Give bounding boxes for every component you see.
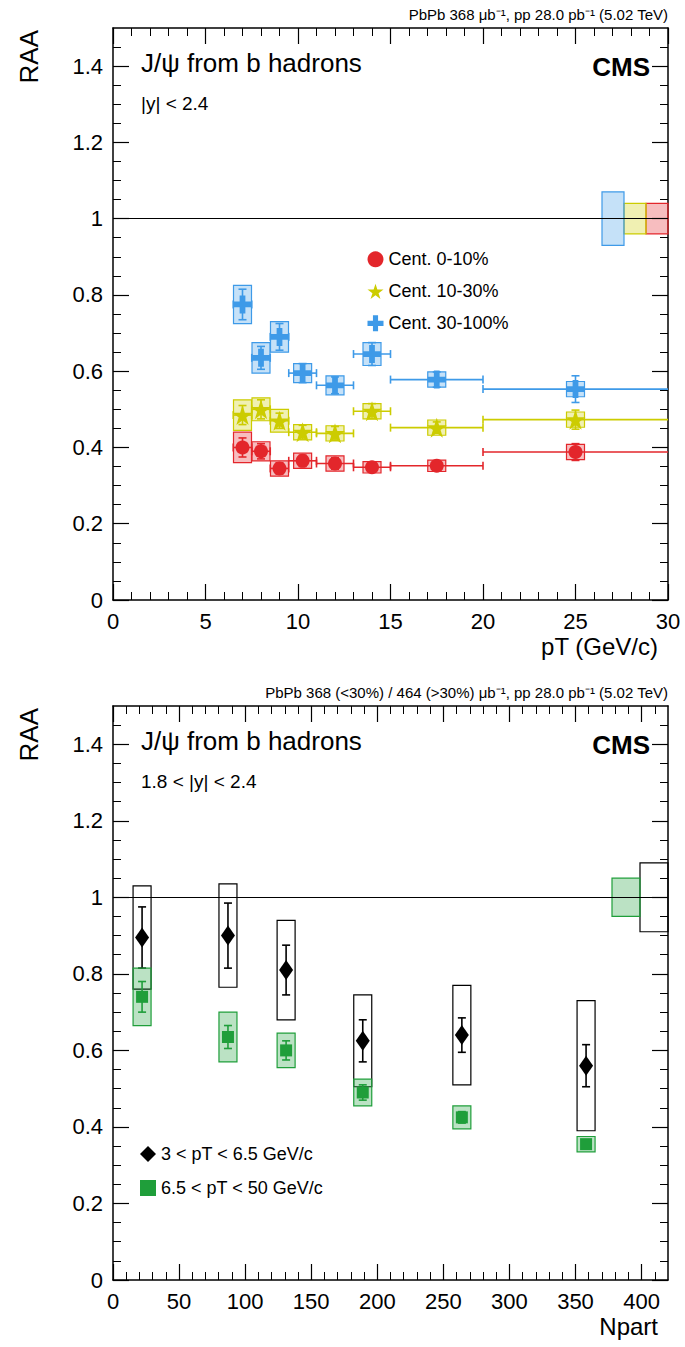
svg-text:150: 150 (293, 1289, 330, 1314)
svg-text:200: 200 (359, 1289, 396, 1314)
svg-text:1.2: 1.2 (72, 130, 103, 155)
svg-text:10: 10 (286, 609, 310, 634)
svg-text:0.6: 0.6 (72, 359, 103, 384)
svg-text:0.6: 0.6 (72, 1038, 103, 1063)
svg-text:1.4: 1.4 (72, 732, 103, 757)
svg-text:1: 1 (91, 206, 103, 231)
svg-text:0.8: 0.8 (72, 961, 103, 986)
svg-text:350: 350 (557, 1289, 594, 1314)
svg-text:0.2: 0.2 (72, 511, 103, 536)
svg-text:5: 5 (199, 609, 211, 634)
svg-text:400: 400 (623, 1289, 660, 1314)
svg-text:CMS: CMS (592, 52, 650, 82)
svg-text:J/ψ from b hadrons: J/ψ from b hadrons (141, 48, 362, 78)
svg-text:15: 15 (378, 609, 402, 634)
svg-text:0.4: 0.4 (72, 435, 103, 460)
svg-text:0.2: 0.2 (72, 1191, 103, 1216)
svg-text:300: 300 (491, 1289, 528, 1314)
svg-text:6.5 < pT < 50 GeV/c: 6.5 < pT < 50 GeV/c (161, 1178, 323, 1198)
svg-text:Cent. 30-100%: Cent. 30-100% (389, 313, 509, 333)
svg-text:3 < pT < 6.5 GeV/c: 3 < pT < 6.5 GeV/c (161, 1144, 313, 1164)
svg-text:1.2: 1.2 (72, 808, 103, 833)
svg-text:RAA: RAA (14, 29, 44, 83)
svg-text:PbPb 368 (<30%) / 464 (>30%) μ: PbPb 368 (<30%) / 464 (>30%) μb⁻¹, pp 28… (265, 684, 668, 701)
svg-text:CMS: CMS (592, 730, 650, 760)
svg-text:1: 1 (91, 885, 103, 910)
svg-text:0.8: 0.8 (72, 282, 103, 307)
svg-text:|y| < 2.4: |y| < 2.4 (141, 93, 209, 114)
svg-text:Cent. 0-10%: Cent. 0-10% (389, 249, 489, 269)
svg-text:pT (GeV/c): pT (GeV/c) (541, 633, 658, 660)
svg-text:250: 250 (425, 1289, 462, 1314)
svg-text:Npart: Npart (599, 1313, 658, 1340)
svg-text:20: 20 (471, 609, 495, 634)
svg-text:1.4: 1.4 (72, 54, 103, 79)
svg-text:25: 25 (563, 609, 587, 634)
svg-text:Cent. 10-30%: Cent. 10-30% (389, 281, 499, 301)
svg-text:J/ψ from b hadrons: J/ψ from b hadrons (141, 726, 362, 756)
svg-text:1.8 < |y| < 2.4: 1.8 < |y| < 2.4 (141, 771, 257, 792)
svg-text:PbPb 368 μb⁻¹, pp 28.0 pb⁻¹ (5: PbPb 368 μb⁻¹, pp 28.0 pb⁻¹ (5.02 TeV) (409, 6, 668, 23)
svg-text:RAA: RAA (14, 707, 44, 761)
svg-text:0: 0 (91, 588, 103, 613)
svg-text:30: 30 (656, 609, 680, 634)
svg-text:0: 0 (107, 1289, 119, 1314)
svg-text:0: 0 (107, 609, 119, 634)
svg-text:0.4: 0.4 (72, 1114, 103, 1139)
svg-text:50: 50 (167, 1289, 191, 1314)
svg-text:100: 100 (227, 1289, 264, 1314)
svg-text:0: 0 (91, 1268, 103, 1293)
